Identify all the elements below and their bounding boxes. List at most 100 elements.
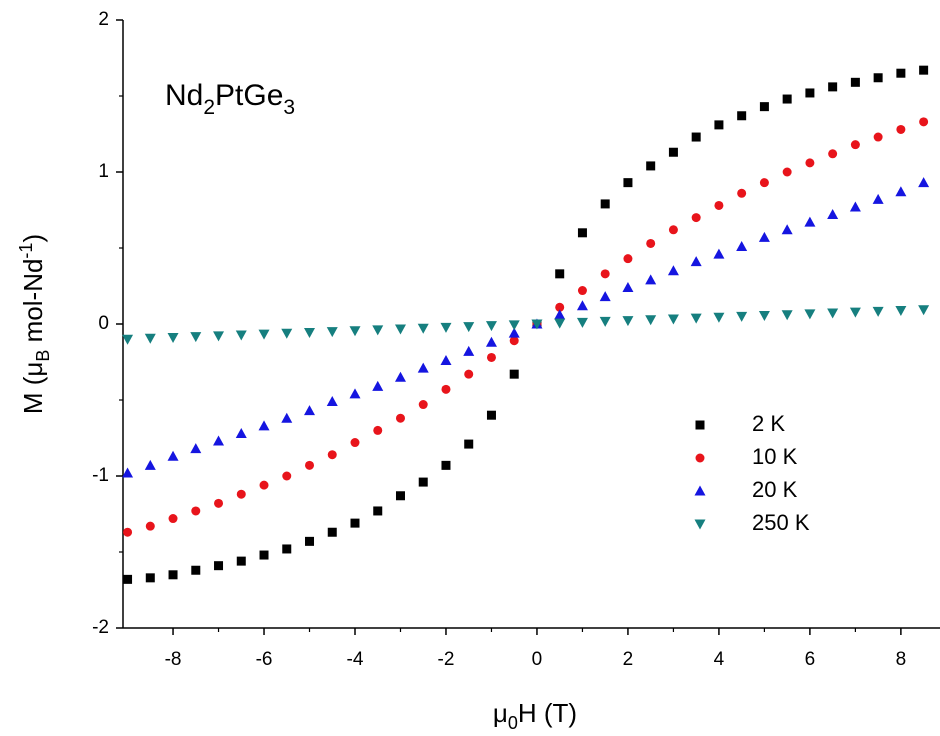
data-point xyxy=(805,88,815,98)
data-point xyxy=(668,225,678,235)
data-point xyxy=(623,178,633,188)
data-point xyxy=(191,506,201,516)
data-point xyxy=(645,315,657,326)
legend-marker xyxy=(695,420,705,430)
data-point xyxy=(258,420,270,431)
data-point xyxy=(782,94,792,104)
data-point xyxy=(600,199,610,209)
data-point xyxy=(555,269,565,279)
data-point xyxy=(395,413,405,423)
data-point xyxy=(394,324,406,335)
data-point xyxy=(326,396,338,407)
x-tick-label: -2 xyxy=(438,649,455,670)
data-point xyxy=(441,460,451,470)
data-point xyxy=(281,412,293,423)
data-point xyxy=(690,313,702,324)
data-point xyxy=(440,354,452,365)
data-point xyxy=(464,369,474,379)
data-point xyxy=(736,240,748,251)
data-point xyxy=(622,316,634,327)
data-point xyxy=(896,68,906,78)
data-point xyxy=(440,322,452,333)
data-point xyxy=(827,209,839,220)
label-part: ) xyxy=(18,234,48,243)
data-point xyxy=(758,310,770,321)
data-point xyxy=(350,518,360,528)
label-part: H (T) xyxy=(518,698,577,728)
data-point xyxy=(168,514,178,524)
annotation-part: 2 xyxy=(203,96,215,119)
data-point xyxy=(373,425,383,435)
x-tick-label: -8 xyxy=(165,649,182,670)
data-point xyxy=(737,188,747,198)
data-point xyxy=(759,178,769,188)
data-point xyxy=(554,318,566,329)
data-point xyxy=(258,329,270,340)
data-point xyxy=(918,177,930,188)
data-point xyxy=(259,480,269,490)
data-point xyxy=(145,521,155,531)
label-part: M (μ xyxy=(18,362,48,415)
y-tick-label: 2 xyxy=(98,9,109,30)
data-point xyxy=(259,550,269,560)
x-tick-label: 4 xyxy=(714,649,725,670)
data-point xyxy=(441,384,451,394)
label-part: mol-Nd xyxy=(18,259,48,350)
annotation-part: 3 xyxy=(283,96,295,119)
legend-marker xyxy=(695,453,705,463)
y-tick-label: -1 xyxy=(92,465,109,486)
data-point xyxy=(918,305,930,316)
data-point xyxy=(804,216,816,227)
data-point xyxy=(873,73,883,83)
data-point xyxy=(736,311,748,322)
data-point xyxy=(326,327,338,338)
x-tick-label: 2 xyxy=(623,649,634,670)
data-point xyxy=(554,309,566,320)
data-point xyxy=(327,527,337,537)
x-tick-label: 8 xyxy=(896,649,907,670)
data-point xyxy=(555,302,565,312)
x-tick-label: -6 xyxy=(256,649,273,670)
data-point xyxy=(235,427,247,438)
data-point xyxy=(282,471,292,481)
data-point xyxy=(236,556,246,566)
data-point xyxy=(509,369,519,379)
data-point xyxy=(463,322,475,333)
data-point xyxy=(873,132,883,142)
data-point xyxy=(123,527,133,537)
data-point xyxy=(919,65,929,75)
data-point xyxy=(417,362,429,373)
data-point xyxy=(668,147,678,157)
data-point xyxy=(850,77,860,87)
annotation-part: PtGe xyxy=(215,79,283,112)
data-point xyxy=(122,467,134,478)
data-point xyxy=(122,334,134,345)
data-point xyxy=(691,213,701,223)
x-axis-label: μ0H (T) xyxy=(493,698,577,733)
data-point xyxy=(691,132,701,142)
data-point xyxy=(849,201,861,212)
data-point xyxy=(896,124,906,134)
data-point xyxy=(418,477,428,487)
data-point xyxy=(781,310,793,321)
data-point xyxy=(463,345,475,356)
data-point xyxy=(213,435,225,446)
data-point xyxy=(327,450,337,460)
data-point xyxy=(828,82,838,92)
data-point xyxy=(576,317,588,328)
data-point xyxy=(418,400,428,410)
annotation-part: Nd xyxy=(165,79,203,112)
legend-label: 20 K xyxy=(752,477,798,502)
data-point xyxy=(895,186,907,197)
x-tick-label: 0 xyxy=(532,649,543,670)
data-point xyxy=(622,282,634,293)
data-point xyxy=(168,570,178,580)
data-point xyxy=(349,326,361,337)
label-part: B xyxy=(33,350,53,362)
label-part: μ xyxy=(493,698,508,728)
data-point xyxy=(214,498,224,508)
data-point xyxy=(713,248,725,259)
data-point xyxy=(190,332,202,343)
data-point xyxy=(191,565,201,575)
data-point xyxy=(350,438,360,448)
